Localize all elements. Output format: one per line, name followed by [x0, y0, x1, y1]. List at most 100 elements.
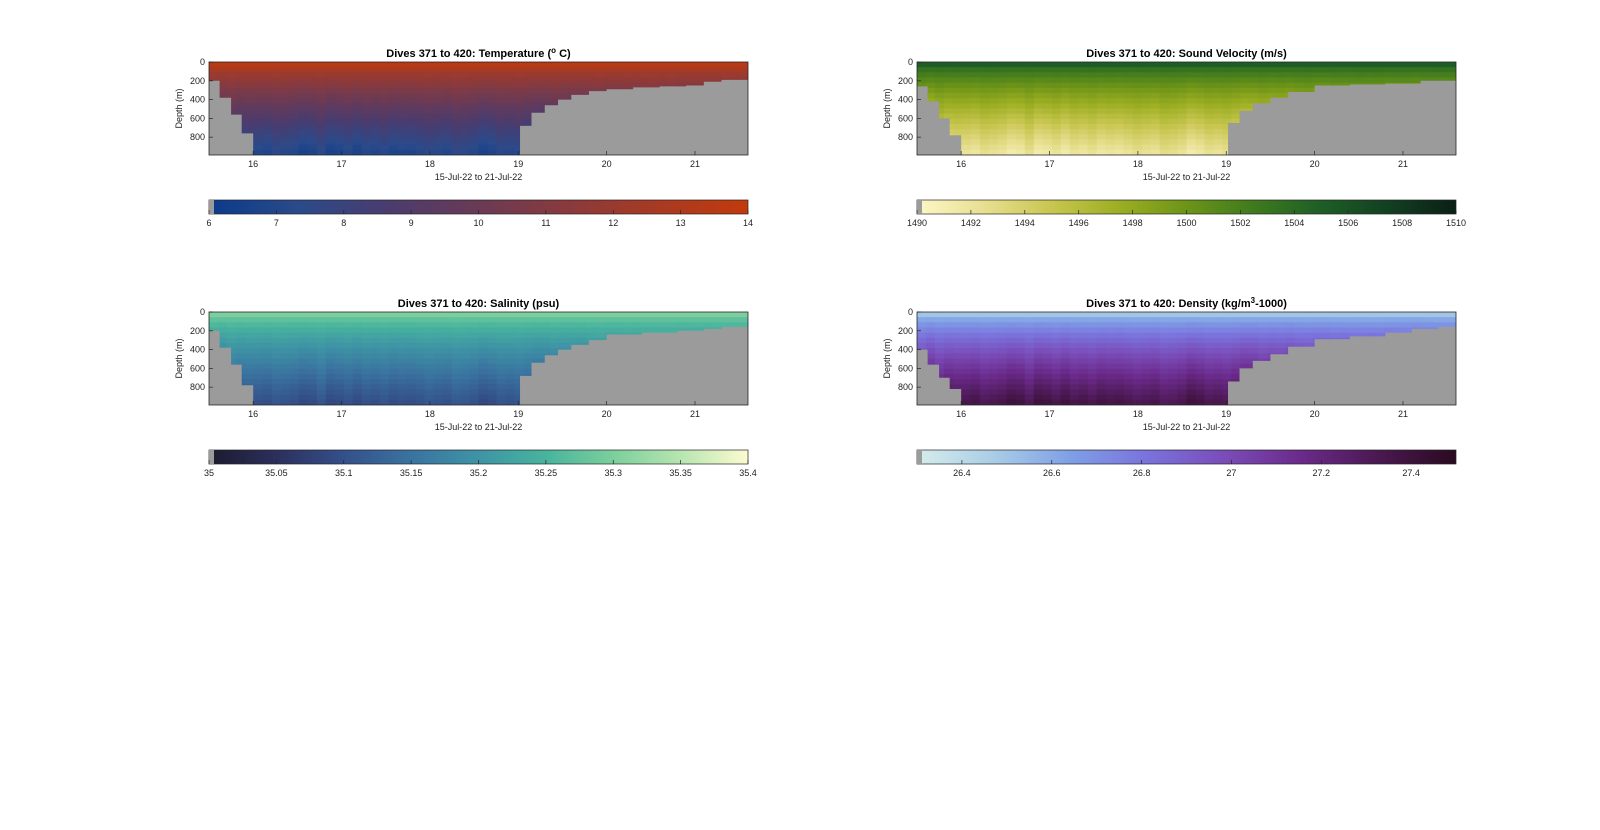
heatmap-cell — [676, 322, 686, 329]
heatmap-cell — [1213, 353, 1224, 360]
heatmap-cell — [397, 62, 408, 68]
heatmap-cell — [979, 312, 990, 318]
heatmap-cell — [1330, 317, 1340, 323]
heatmap-cell — [487, 374, 498, 380]
heatmap-cell — [952, 77, 963, 84]
heatmap-cell — [1240, 358, 1250, 365]
heatmap-cell — [442, 394, 453, 401]
heatmap-cell — [1015, 394, 1026, 401]
heatmap-cell — [1015, 87, 1026, 94]
heatmap-cell — [1168, 62, 1179, 68]
heatmap-cell — [1006, 144, 1017, 151]
heatmap-cell — [1204, 124, 1215, 130]
heatmap-cell — [952, 343, 963, 349]
heatmap-cell — [406, 332, 417, 339]
heatmap-cell — [952, 124, 963, 130]
heatmap-cell — [1114, 82, 1125, 89]
heatmap-cell — [343, 363, 354, 370]
x-tick-label: 18 — [425, 159, 435, 169]
heatmap-cell — [505, 384, 516, 391]
heatmap-cell — [379, 379, 390, 385]
x-tick-label: 19 — [513, 409, 523, 419]
heatmap-cell — [406, 394, 417, 401]
heatmap-cell — [469, 317, 480, 323]
heatmap-cell — [1195, 113, 1206, 120]
heatmap-cell — [1231, 322, 1241, 329]
heatmap-cell — [1168, 124, 1179, 130]
heatmap-cell — [1168, 82, 1179, 89]
colorbar-tick-label: 27 — [1226, 468, 1236, 478]
heatmap-cell — [226, 343, 237, 349]
heatmap-cell — [1150, 368, 1161, 375]
heatmap-cell — [1150, 327, 1161, 334]
heatmap-cell — [280, 368, 291, 375]
heatmap-cell — [1096, 343, 1107, 349]
heatmap-cell — [1168, 317, 1179, 323]
heatmap-cell — [1303, 87, 1313, 94]
heatmap-cell — [496, 113, 507, 120]
heatmap-cell — [478, 103, 489, 110]
heatmap-cell — [397, 348, 408, 354]
heatmap-cell — [514, 129, 525, 135]
heatmap-cell — [667, 322, 677, 329]
heatmap-cell — [379, 322, 390, 329]
heatmap-cell — [1312, 317, 1322, 323]
heatmap-cell — [943, 312, 954, 318]
heatmap-cell — [1051, 113, 1062, 120]
heatmap-cell — [1132, 113, 1143, 120]
heatmap-cell — [631, 82, 641, 89]
heatmap-cell — [1339, 317, 1349, 323]
heatmap-cell — [1168, 384, 1179, 391]
heatmap-cell — [469, 129, 480, 135]
y-tick-label: 800 — [190, 382, 205, 392]
heatmap-cell — [505, 62, 516, 68]
heatmap-cell — [370, 358, 381, 365]
heatmap-cell — [1267, 322, 1277, 329]
heatmap-cell — [917, 82, 927, 89]
heatmap-cell — [1168, 87, 1179, 94]
heatmap-cell — [289, 134, 300, 141]
heatmap-cell — [1087, 134, 1098, 141]
heatmap-cell — [1285, 317, 1295, 323]
heatmap-cell — [1150, 118, 1161, 125]
heatmap-cell — [280, 62, 291, 68]
heatmap-cell — [979, 379, 990, 385]
heatmap-cell — [496, 82, 507, 89]
heatmap-cell — [1051, 62, 1062, 68]
heatmap-cell — [541, 72, 551, 79]
heatmap-cell — [253, 103, 264, 110]
heatmap-cell — [1168, 363, 1179, 370]
heatmap-cell — [388, 113, 399, 120]
heatmap-cell — [1096, 374, 1107, 380]
x-tick-label: 21 — [1398, 159, 1408, 169]
heatmap-cell — [1132, 379, 1143, 385]
heatmap-cell — [1168, 332, 1179, 339]
heatmap-cell — [397, 108, 408, 115]
colorbar-tick-label: 1496 — [1069, 218, 1089, 228]
heatmap-cell — [271, 93, 282, 99]
heatmap-cell — [1231, 358, 1241, 365]
heatmap-cell — [988, 134, 999, 141]
heatmap-cell — [253, 348, 264, 354]
heatmap-cell — [685, 317, 695, 323]
heatmap-cell — [325, 124, 336, 130]
heatmap-cell — [1195, 389, 1206, 396]
heatmap-cell — [1222, 108, 1233, 115]
heatmap-cell — [1177, 62, 1188, 68]
heatmap-cell — [1141, 322, 1152, 329]
heatmap-cell — [970, 98, 981, 104]
heatmap-cell — [586, 77, 596, 84]
heatmap-cell — [1348, 77, 1358, 84]
heatmap-cell — [1096, 124, 1107, 130]
heatmap-cell — [1276, 327, 1286, 334]
heatmap-cell — [253, 113, 264, 120]
heatmap-cell — [316, 353, 327, 360]
heatmap-cell — [334, 103, 345, 110]
heatmap-cell — [361, 77, 372, 84]
heatmap-cell — [379, 312, 390, 318]
heatmap-cell — [1222, 129, 1233, 135]
heatmap-cell — [1312, 72, 1322, 79]
heatmap-cell — [1033, 332, 1044, 339]
heatmap-cell — [988, 358, 999, 365]
heatmap-cell — [334, 93, 345, 99]
